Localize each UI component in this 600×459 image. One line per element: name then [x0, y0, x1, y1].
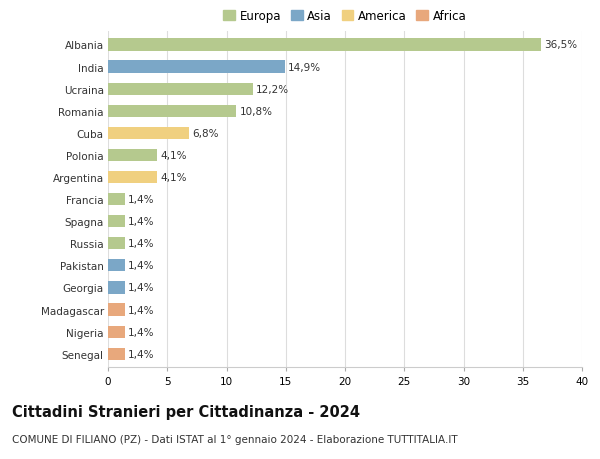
Text: 1,4%: 1,4% — [128, 195, 155, 205]
Text: COMUNE DI FILIANO (PZ) - Dati ISTAT al 1° gennaio 2024 - Elaborazione TUTTITALIA: COMUNE DI FILIANO (PZ) - Dati ISTAT al 1… — [12, 434, 458, 444]
Bar — [108, 326, 125, 338]
Bar — [108, 348, 125, 360]
Text: 4,1%: 4,1% — [160, 173, 187, 183]
Bar — [108, 172, 157, 184]
Bar — [108, 304, 125, 316]
Text: 12,2%: 12,2% — [256, 84, 289, 95]
Text: 36,5%: 36,5% — [544, 40, 577, 50]
Text: 1,4%: 1,4% — [128, 283, 155, 293]
Bar — [108, 260, 125, 272]
Text: 1,4%: 1,4% — [128, 239, 155, 249]
Bar — [108, 62, 284, 73]
Bar — [108, 128, 188, 140]
Text: 6,8%: 6,8% — [192, 129, 218, 139]
Text: 1,4%: 1,4% — [128, 217, 155, 227]
Text: 1,4%: 1,4% — [128, 349, 155, 359]
Bar — [108, 84, 253, 95]
Legend: Europa, Asia, America, Africa: Europa, Asia, America, Africa — [223, 10, 467, 23]
Text: 14,9%: 14,9% — [288, 62, 321, 73]
Text: 10,8%: 10,8% — [239, 106, 272, 117]
Bar — [108, 39, 541, 51]
Text: 1,4%: 1,4% — [128, 261, 155, 271]
Bar — [108, 282, 125, 294]
Bar — [108, 194, 125, 206]
Bar — [108, 216, 125, 228]
Bar — [108, 150, 157, 162]
Text: 4,1%: 4,1% — [160, 151, 187, 161]
Bar — [108, 238, 125, 250]
Text: 1,4%: 1,4% — [128, 327, 155, 337]
Bar — [108, 106, 236, 118]
Text: 1,4%: 1,4% — [128, 305, 155, 315]
Text: Cittadini Stranieri per Cittadinanza - 2024: Cittadini Stranieri per Cittadinanza - 2… — [12, 404, 360, 419]
